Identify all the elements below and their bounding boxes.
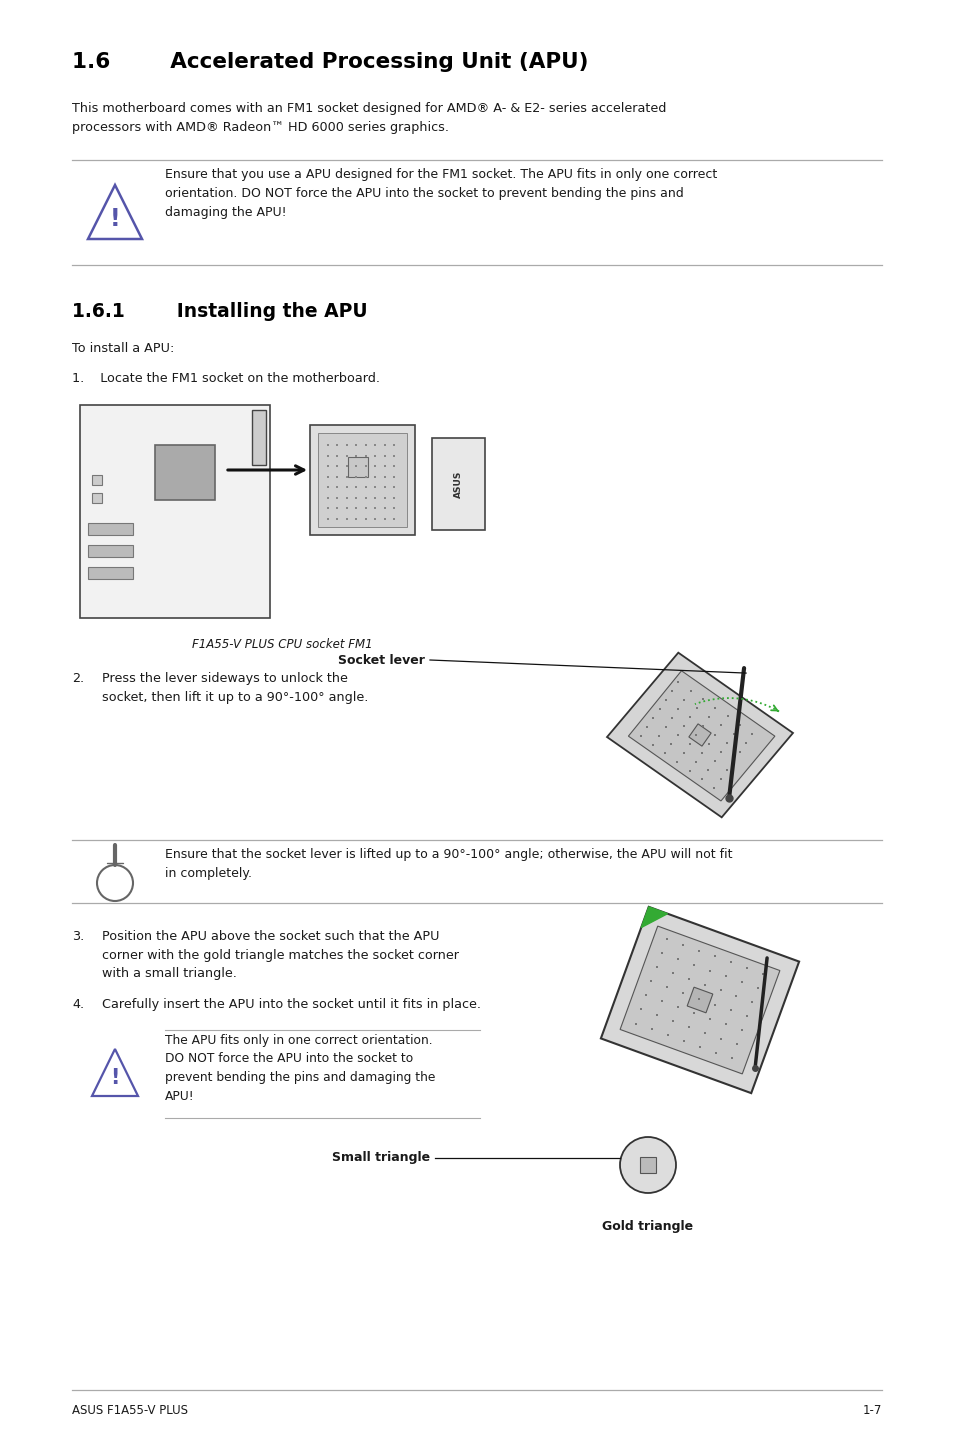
Text: Socket lever: Socket lever bbox=[337, 653, 424, 666]
Text: !: ! bbox=[111, 1068, 119, 1088]
Text: ASUS F1A55-V PLUS: ASUS F1A55-V PLUS bbox=[71, 1403, 188, 1418]
Polygon shape bbox=[688, 723, 710, 746]
Text: 1.    Locate the FM1 socket on the motherboard.: 1. Locate the FM1 socket on the motherbo… bbox=[71, 372, 379, 385]
FancyBboxPatch shape bbox=[91, 493, 102, 503]
FancyBboxPatch shape bbox=[252, 410, 266, 465]
Text: The APU fits only in one correct orientation.
DO NOT force the APU into the sock: The APU fits only in one correct orienta… bbox=[165, 1034, 435, 1103]
Text: ASUS: ASUS bbox=[454, 470, 462, 498]
Polygon shape bbox=[686, 987, 712, 1012]
Text: Ensure that the socket lever is lifted up to a 90°-100° angle; otherwise, the AP: Ensure that the socket lever is lifted u… bbox=[165, 848, 732, 881]
FancyBboxPatch shape bbox=[639, 1157, 656, 1173]
Text: 1.6.1        Installing the APU: 1.6.1 Installing the APU bbox=[71, 302, 367, 321]
Text: 2.: 2. bbox=[71, 672, 84, 684]
Text: 4.: 4. bbox=[71, 998, 84, 1011]
Text: 1-7: 1-7 bbox=[862, 1403, 882, 1418]
Polygon shape bbox=[628, 670, 774, 800]
Text: 1.6        Accelerated Processing Unit (APU): 1.6 Accelerated Processing Unit (APU) bbox=[71, 52, 588, 72]
FancyBboxPatch shape bbox=[88, 546, 132, 557]
Polygon shape bbox=[619, 927, 779, 1074]
FancyBboxPatch shape bbox=[91, 475, 102, 485]
FancyBboxPatch shape bbox=[348, 457, 368, 477]
Text: Ensure that you use a APU designed for the FM1 socket. The APU fits in only one : Ensure that you use a APU designed for t… bbox=[165, 168, 717, 219]
Text: F1A55-V PLUS CPU socket FM1: F1A55-V PLUS CPU socket FM1 bbox=[192, 639, 373, 652]
FancyBboxPatch shape bbox=[80, 405, 270, 619]
FancyBboxPatch shape bbox=[88, 523, 132, 536]
Text: Press the lever sideways to unlock the
socket, then lift it up to a 90°-100° ang: Press the lever sideways to unlock the s… bbox=[102, 672, 368, 703]
Polygon shape bbox=[640, 906, 667, 928]
Text: Position the APU above the socket such that the APU
corner with the gold triangl: Position the APU above the socket such t… bbox=[102, 929, 458, 979]
Text: Small triangle: Small triangle bbox=[332, 1151, 430, 1164]
Text: Gold triangle: Gold triangle bbox=[601, 1220, 693, 1233]
Text: Carefully insert the APU into the socket until it fits in place.: Carefully insert the APU into the socket… bbox=[102, 998, 480, 1011]
FancyBboxPatch shape bbox=[317, 432, 407, 527]
FancyBboxPatch shape bbox=[432, 438, 484, 530]
Polygon shape bbox=[606, 653, 792, 818]
FancyBboxPatch shape bbox=[88, 567, 132, 579]
Text: 3.: 3. bbox=[71, 929, 84, 944]
Polygon shape bbox=[600, 906, 799, 1093]
Text: !: ! bbox=[110, 208, 120, 231]
Text: This motherboard comes with an FM1 socket designed for AMD® A- & E2- series acce: This motherboard comes with an FM1 socke… bbox=[71, 102, 666, 133]
FancyBboxPatch shape bbox=[154, 445, 214, 500]
FancyBboxPatch shape bbox=[310, 425, 415, 536]
Circle shape bbox=[619, 1137, 676, 1193]
Text: To install a APU:: To install a APU: bbox=[71, 342, 174, 355]
